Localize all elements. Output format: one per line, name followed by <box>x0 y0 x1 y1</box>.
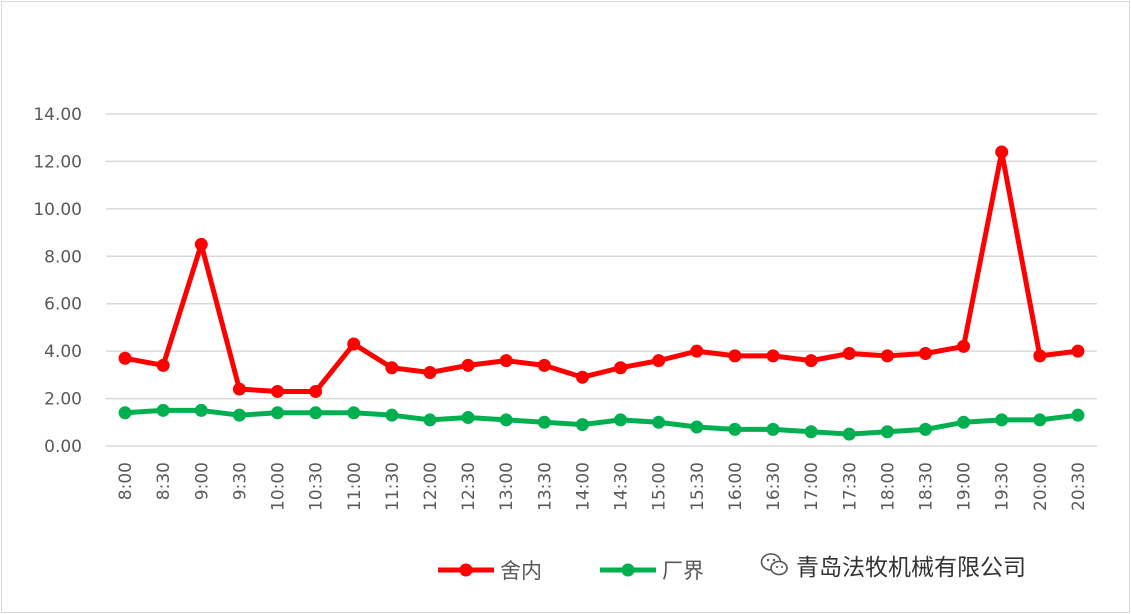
y-tick-label: 14.00 <box>33 105 82 125</box>
y-tick-label: 4.00 <box>44 342 82 362</box>
x-tick-label: 11:30 <box>383 462 403 511</box>
data-point <box>499 354 513 368</box>
x-tick-label: 9:00 <box>192 462 212 500</box>
data-point <box>728 422 742 436</box>
data-point <box>728 349 742 363</box>
y-tick-label: 10.00 <box>33 200 82 220</box>
x-tick-label: 19:00 <box>955 462 975 511</box>
x-tick-label: 20:30 <box>1069 462 1089 511</box>
data-point <box>309 406 323 420</box>
y-tick-label: 12.00 <box>33 152 82 172</box>
x-tick-label: 14:00 <box>573 462 593 511</box>
data-point <box>766 349 780 363</box>
data-point <box>423 413 437 427</box>
data-point <box>461 358 475 372</box>
x-tick-label: 13:00 <box>497 462 517 511</box>
data-point <box>1071 408 1085 422</box>
data-point <box>842 427 856 441</box>
wechat-icon <box>760 553 788 576</box>
data-point <box>118 406 132 420</box>
x-tick-label: 17:00 <box>802 462 822 511</box>
x-tick-label: 8:00 <box>116 462 136 500</box>
data-point <box>690 344 704 358</box>
data-point <box>232 408 246 422</box>
x-tick-label: 11:00 <box>345 462 365 511</box>
x-tick-label: 14:30 <box>612 462 632 511</box>
x-tick-label: 18:00 <box>878 462 898 511</box>
data-point <box>880 349 894 363</box>
data-point <box>347 406 361 420</box>
data-point <box>804 425 818 439</box>
data-point <box>537 415 551 429</box>
data-point <box>957 339 971 353</box>
data-point <box>461 411 475 425</box>
data-point <box>995 413 1009 427</box>
data-point <box>652 354 666 368</box>
x-tick-label: 15:30 <box>688 462 708 511</box>
x-tick-label: 10:00 <box>269 462 289 511</box>
legend-label: 厂界 <box>662 559 704 583</box>
x-tick-label: 13:30 <box>535 462 555 511</box>
data-point <box>957 415 971 429</box>
data-point <box>232 382 246 396</box>
data-point <box>918 422 932 436</box>
x-tick-label: 9:30 <box>230 462 250 500</box>
data-point <box>499 413 513 427</box>
x-tick-label: 20:00 <box>1031 462 1051 511</box>
watermark-text: 青岛法牧机械有限公司 <box>796 555 1026 581</box>
legend-marker <box>459 563 473 577</box>
data-point <box>385 408 399 422</box>
data-point <box>575 370 589 384</box>
x-tick-label: 10:30 <box>307 462 327 511</box>
data-point <box>309 384 323 398</box>
data-point <box>690 420 704 434</box>
data-point <box>156 358 170 372</box>
data-point <box>614 361 628 375</box>
data-point <box>575 418 589 432</box>
data-point <box>537 358 551 372</box>
series-line-1 <box>124 407 1079 437</box>
data-point <box>652 415 666 429</box>
x-tick-label: 12:30 <box>459 462 479 511</box>
data-point <box>194 237 208 251</box>
data-point <box>766 422 780 436</box>
data-point <box>385 361 399 375</box>
data-point <box>614 413 628 427</box>
data-point <box>347 337 361 351</box>
x-tick-label: 16:30 <box>764 462 784 511</box>
y-tick-label: 8.00 <box>44 247 82 267</box>
data-point <box>918 347 932 361</box>
data-point <box>194 403 208 417</box>
data-point <box>804 354 818 368</box>
y-tick-label: 0.00 <box>44 437 82 457</box>
data-point <box>842 347 856 361</box>
data-point <box>423 365 437 379</box>
y-tick-label: 2.00 <box>44 390 82 410</box>
data-point <box>995 145 1009 159</box>
data-point <box>118 351 132 365</box>
series-line-0 <box>124 149 1079 394</box>
x-tick-label: 19:30 <box>993 462 1013 511</box>
x-tick-label: 16:00 <box>726 462 746 511</box>
data-point <box>271 384 285 398</box>
x-tick-label: 15:00 <box>650 462 670 511</box>
data-point <box>880 425 894 439</box>
y-tick-label: 6.00 <box>44 295 82 315</box>
data-point <box>1071 344 1085 358</box>
x-tick-label: 17:30 <box>840 462 860 511</box>
watermark: 青岛法牧机械有限公司 <box>760 548 1026 582</box>
legend-marker <box>621 563 635 577</box>
legend-label: 舍内 <box>500 559 542 583</box>
data-point <box>1033 349 1047 363</box>
data-point <box>1033 413 1047 427</box>
x-tick-label: 18:30 <box>916 462 936 511</box>
data-point <box>271 406 285 420</box>
x-tick-label: 12:00 <box>421 462 441 511</box>
x-tick-label: 8:30 <box>154 462 174 500</box>
data-point <box>156 403 170 417</box>
